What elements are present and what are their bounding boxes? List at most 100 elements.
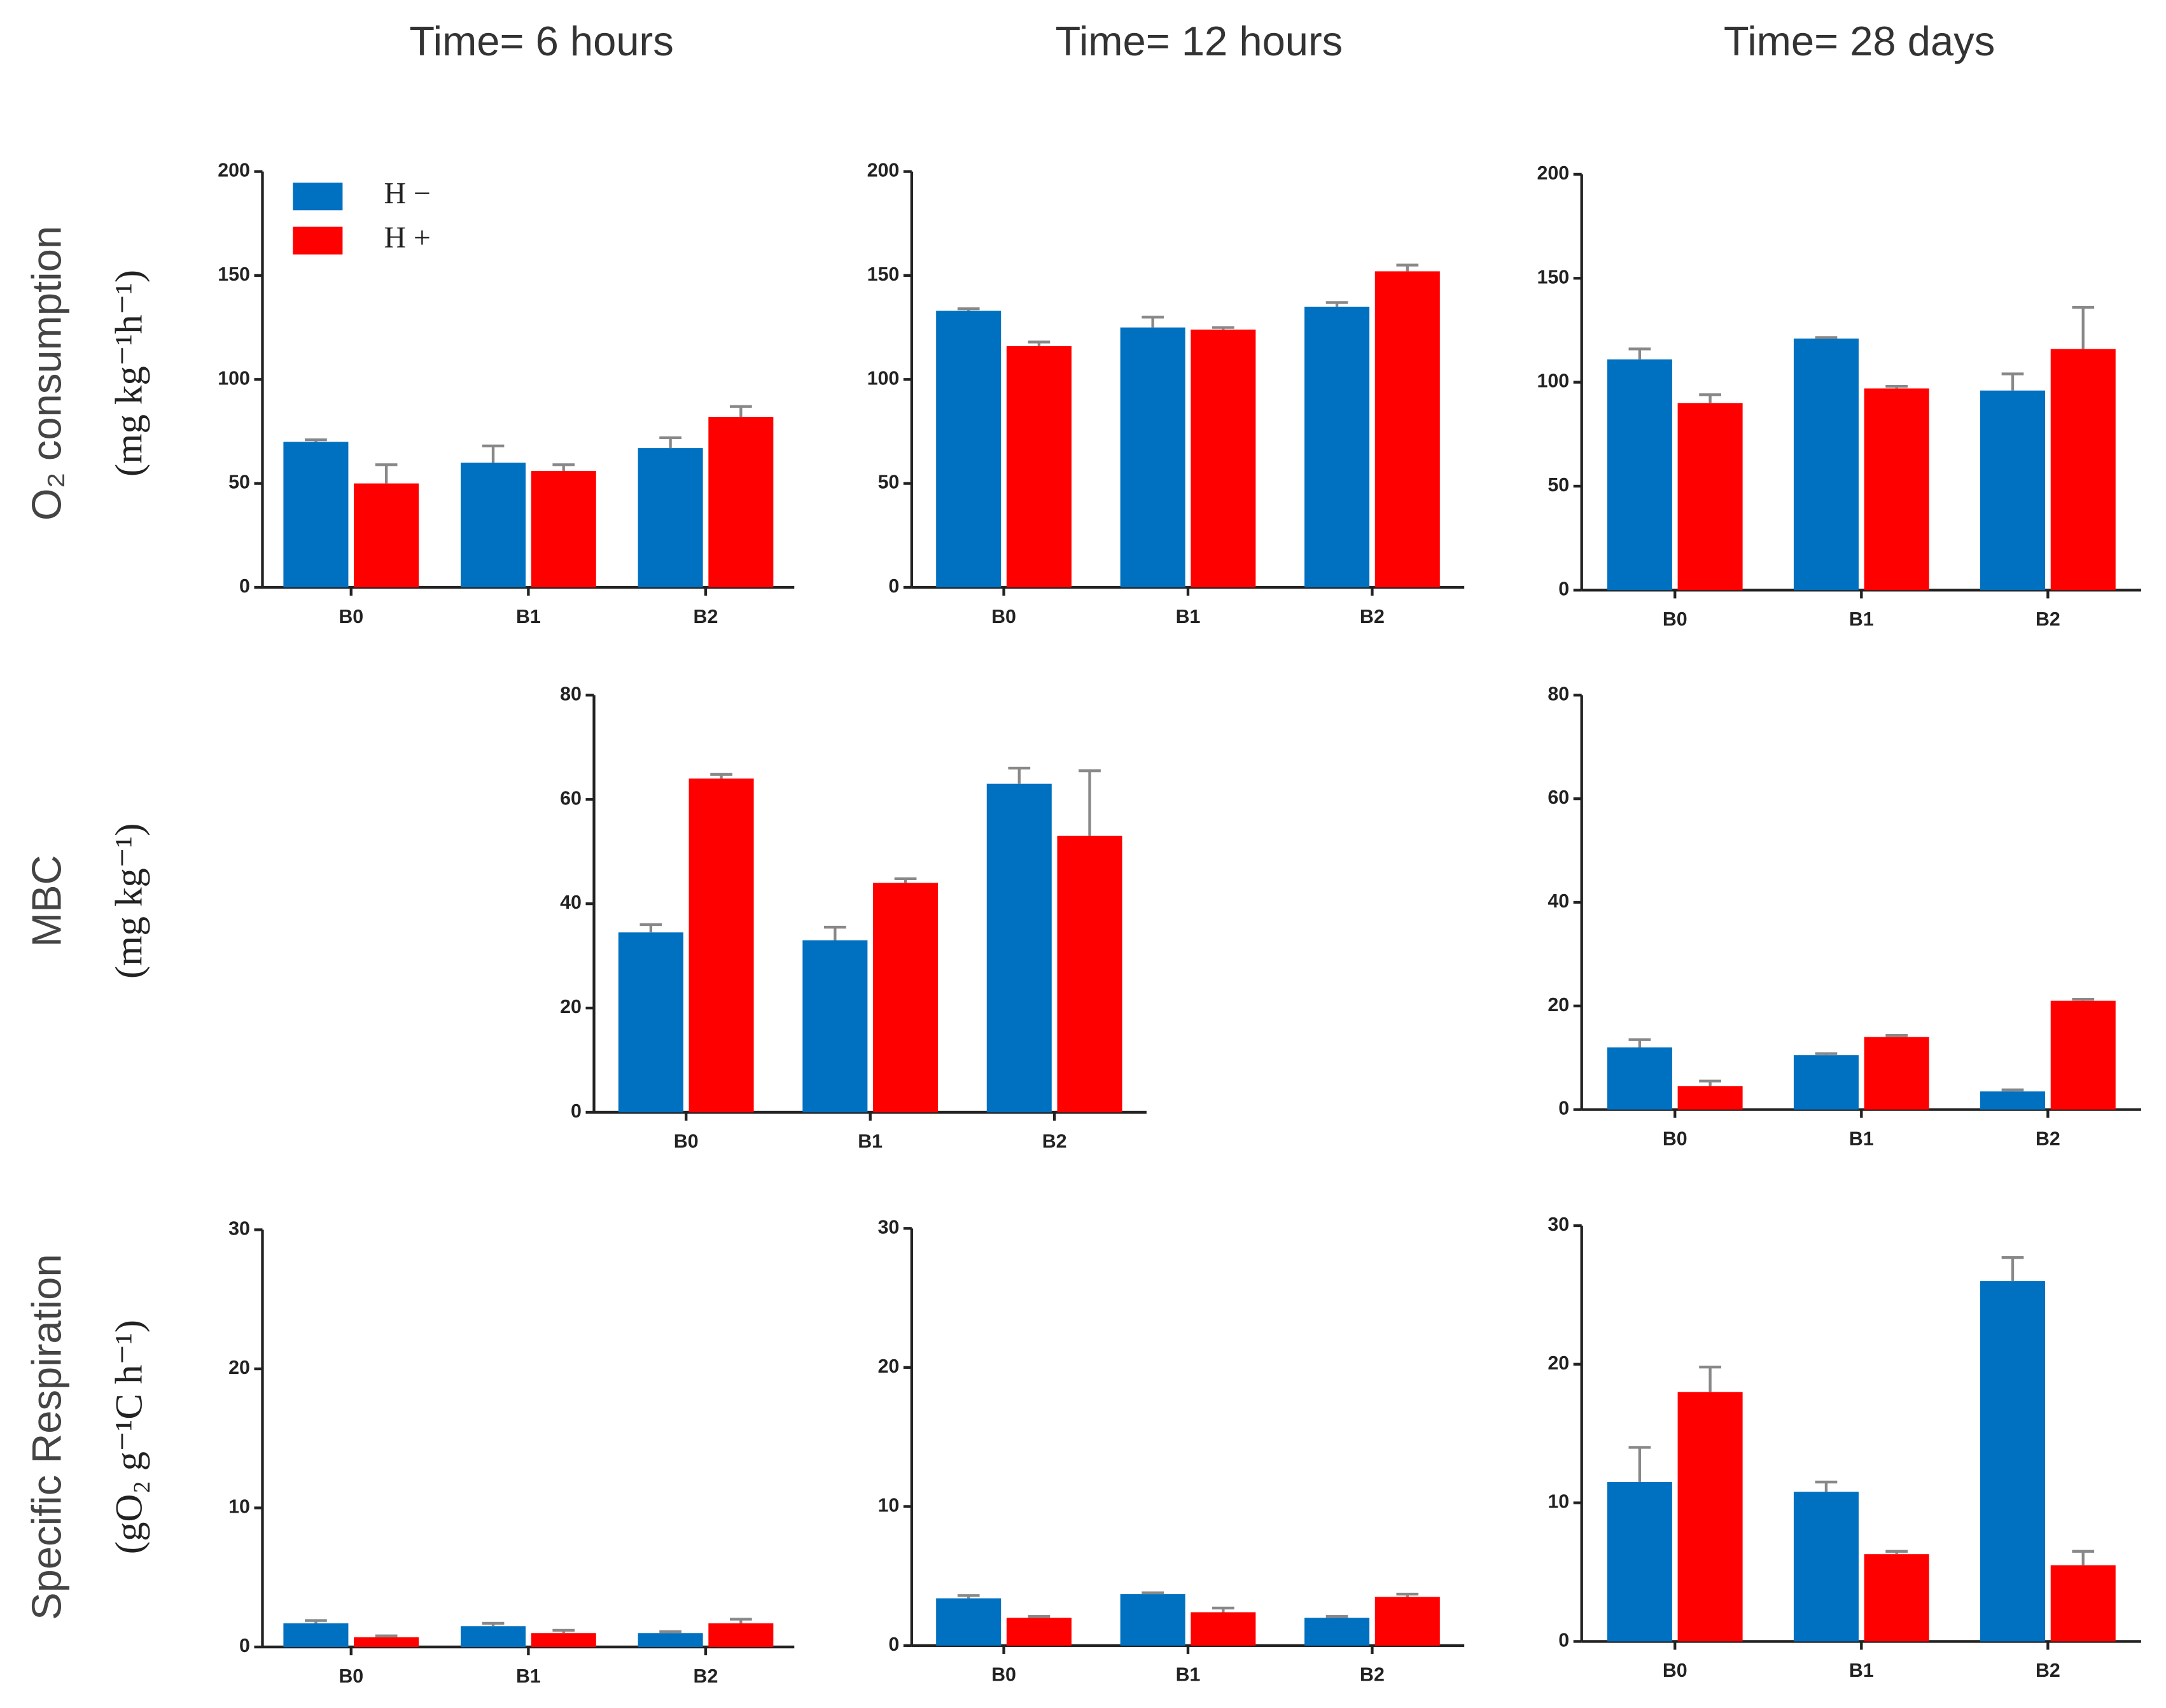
y-tick-label: 40 [560, 892, 582, 913]
bar [708, 1623, 774, 1648]
row-title: MBC [23, 855, 69, 947]
y-tick-label: 10 [877, 1494, 899, 1516]
x-tick-label: B1 [1849, 1660, 1874, 1681]
y-tick-label: 150 [867, 263, 900, 285]
y-tick-label: 10 [228, 1496, 250, 1518]
bar [1006, 346, 1072, 588]
y-tick-label: 0 [239, 1635, 250, 1656]
bar [1057, 836, 1122, 1112]
bar [1304, 306, 1370, 588]
x-tick-label: B2 [1042, 1131, 1067, 1152]
bar [638, 1633, 703, 1648]
y-tick-label: 50 [1548, 474, 1569, 496]
y-tick-label: 0 [1558, 1629, 1569, 1651]
bar [1793, 1492, 1859, 1642]
y-tick-label: 200 [218, 160, 250, 181]
bar [1607, 359, 1672, 591]
row-unit: (mg kg⁻¹) [108, 823, 150, 979]
y-tick-label: 20 [228, 1357, 250, 1378]
y-tick-label: 80 [560, 683, 582, 704]
bar [1607, 1047, 1672, 1110]
legend-swatch [293, 182, 343, 211]
row-title: O₂ consumption [23, 226, 69, 521]
y-tick-label: 200 [1537, 162, 1569, 184]
bar [1304, 1618, 1370, 1646]
bar [936, 1598, 1002, 1646]
y-tick-label: 0 [239, 575, 250, 597]
y-tick-label: 20 [560, 996, 582, 1018]
y-tick-label: 0 [888, 1634, 899, 1655]
bar [1864, 388, 1929, 591]
bar [873, 883, 939, 1112]
x-tick-label: B0 [674, 1131, 699, 1152]
x-tick-label: B0 [991, 606, 1016, 627]
bar [461, 1626, 526, 1648]
bar [1120, 327, 1185, 588]
y-tick-label: 20 [1548, 994, 1569, 1016]
legend-label: H − [384, 177, 431, 211]
y-tick-label: 30 [1548, 1214, 1569, 1235]
bar [1006, 1618, 1072, 1646]
x-tick-label: B0 [991, 1664, 1016, 1686]
y-tick-label: 30 [877, 1216, 899, 1238]
y-tick-label: 200 [867, 160, 900, 181]
legend-label: H + [384, 221, 431, 255]
bar [1677, 1086, 1743, 1110]
bar [283, 442, 349, 588]
bar [802, 940, 868, 1112]
bar [1980, 1091, 2046, 1110]
bar [1120, 1594, 1185, 1646]
y-tick-label: 20 [1548, 1352, 1569, 1374]
bar [1980, 1281, 2046, 1642]
bar [688, 778, 754, 1112]
column-title: Time= 28 days [1724, 18, 1995, 64]
x-tick-label: B2 [2036, 1128, 2060, 1149]
bar [354, 483, 419, 588]
bar [1677, 403, 1743, 591]
x-tick-label: B2 [694, 606, 718, 627]
y-tick-label: 0 [1558, 1098, 1569, 1119]
y-tick-label: 150 [1537, 266, 1569, 288]
y-tick-label: 60 [560, 787, 582, 809]
bar [1374, 271, 1440, 588]
x-tick-label: B1 [516, 1665, 541, 1687]
bar [2050, 1000, 2116, 1110]
y-tick-label: 100 [867, 367, 900, 389]
x-tick-label: B2 [694, 1665, 718, 1687]
y-tick-label: 0 [888, 575, 899, 597]
x-tick-label: B1 [1176, 1664, 1201, 1686]
bar [708, 417, 774, 588]
x-tick-label: B1 [858, 1131, 883, 1152]
y-tick-label: 30 [228, 1218, 250, 1240]
x-tick-label: B0 [339, 606, 363, 627]
bar [283, 1623, 349, 1648]
bar [986, 783, 1052, 1112]
bar [1864, 1037, 1929, 1110]
y-tick-label: 80 [1548, 683, 1569, 704]
y-tick-label: 150 [218, 263, 250, 285]
row-title: Specific Respiration [23, 1254, 69, 1620]
y-tick-label: 10 [1548, 1491, 1569, 1513]
bar [1191, 1612, 1256, 1646]
y-tick-label: 100 [218, 367, 250, 389]
x-tick-label: B0 [1663, 608, 1687, 630]
y-tick-label: 0 [1558, 578, 1569, 599]
y-tick-label: 20 [877, 1355, 899, 1377]
row-unit: (mg kg⁻¹h⁻¹) [108, 270, 150, 477]
bar [936, 311, 1002, 588]
bar [1793, 339, 1859, 591]
x-tick-label: B1 [1176, 606, 1201, 627]
y-tick-label: 60 [1548, 787, 1569, 808]
y-tick-label: 50 [877, 472, 899, 493]
bar [1374, 1597, 1440, 1646]
y-tick-label: 40 [1548, 890, 1569, 912]
x-tick-label: B1 [1849, 608, 1874, 630]
x-tick-label: B2 [2036, 608, 2060, 630]
legend-swatch [293, 227, 343, 255]
y-tick-label: 100 [1537, 370, 1569, 392]
x-tick-label: B0 [1663, 1660, 1687, 1681]
column-title: Time= 12 hours [1055, 18, 1343, 64]
bar [2050, 349, 2116, 591]
